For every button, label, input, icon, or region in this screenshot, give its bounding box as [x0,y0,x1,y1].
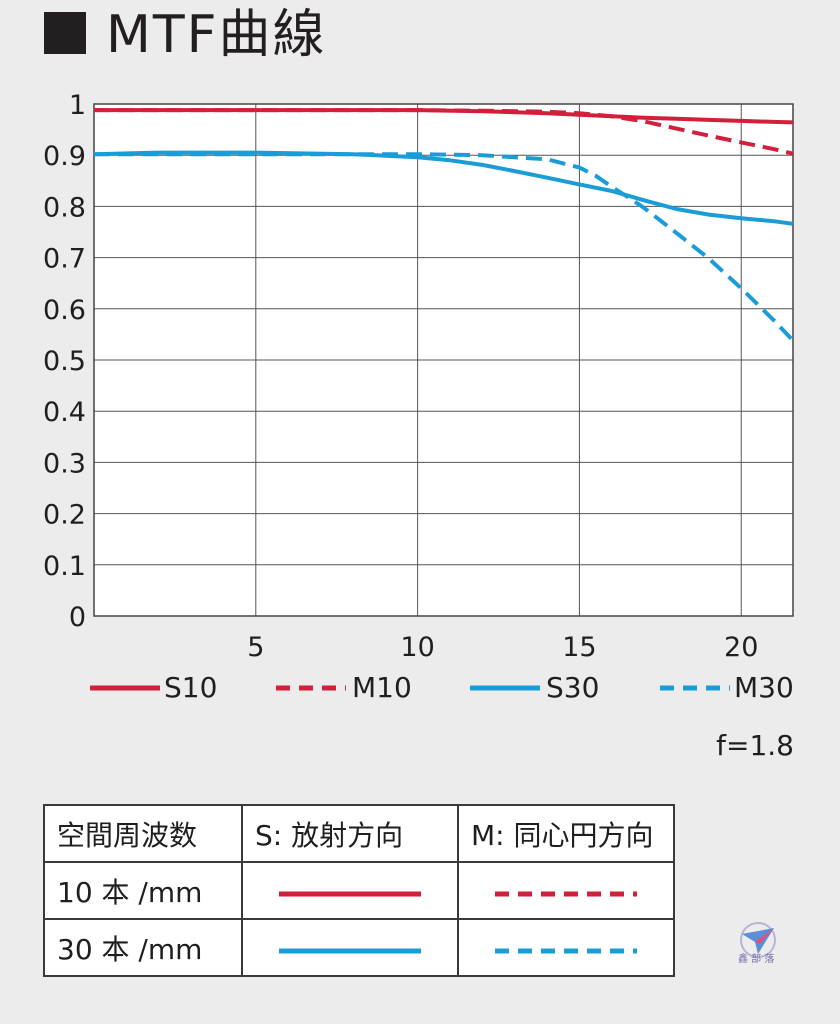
x-tick-label: 20 [724,632,758,663]
table-header-cell: M: 同心円方向 [457,804,675,863]
y-tick-label: 0.5 [43,346,86,377]
line-swatch-dashed [495,948,637,954]
table-row: 30 本 /mm [43,918,675,977]
mtf-chart: 00.10.20.30.40.50.60.70.80.915 10 15 20 [43,90,795,663]
y-tick-label: 0.3 [43,448,86,479]
paper-plane-icon [740,922,776,958]
table-swatch-solid [241,918,459,977]
table-swatch-dashed [457,918,675,977]
y-tick-label: 0 [69,602,86,633]
series-line-m10 [94,108,794,156]
table-row-label: 30 本 /mm [43,918,243,977]
table-header-cell: S: 放射方向 [241,804,459,863]
y-tick-label: 1 [69,90,86,121]
x-tick-label: 5 [247,632,264,663]
spatial-frequency-table: 空間周波数 S: 放射方向 M: 同心円方向 10 本 /mm 30 本 /mm [43,804,675,977]
y-tick-label: 0.4 [43,397,86,428]
table-swatch-solid [241,861,459,920]
y-tick-label: 0.7 [43,244,86,275]
table-header-row: 空間周波数 S: 放射方向 M: 同心円方向 [43,804,675,863]
series-line-m30 [94,152,795,342]
x-tick-label: 10 [400,632,434,663]
aperture-label: f=1.8 [716,729,794,762]
x-tick-label: 15 [562,632,596,663]
page-title: MTF曲線 [106,5,327,65]
line-swatch-dashed [495,891,637,897]
line-swatch-solid [279,948,421,954]
y-tick-label: 0.8 [43,192,86,223]
plot-border [93,103,794,617]
y-tick-label: 0.2 [43,500,86,531]
y-tick-label: 0.9 [43,141,86,172]
y-tick-label: 0.1 [43,551,86,582]
y-tick-label: 0.6 [43,295,86,326]
watermark-text: 鑫 部 落 [738,954,775,965]
table-row-label: 10 本 /mm [43,861,243,920]
title-square-icon [44,12,86,54]
table-swatch-dashed [457,861,675,920]
table-header-cell: 空間周波数 [43,804,243,863]
table-row: 10 本 /mm [43,861,675,920]
line-swatch-solid [279,891,421,897]
